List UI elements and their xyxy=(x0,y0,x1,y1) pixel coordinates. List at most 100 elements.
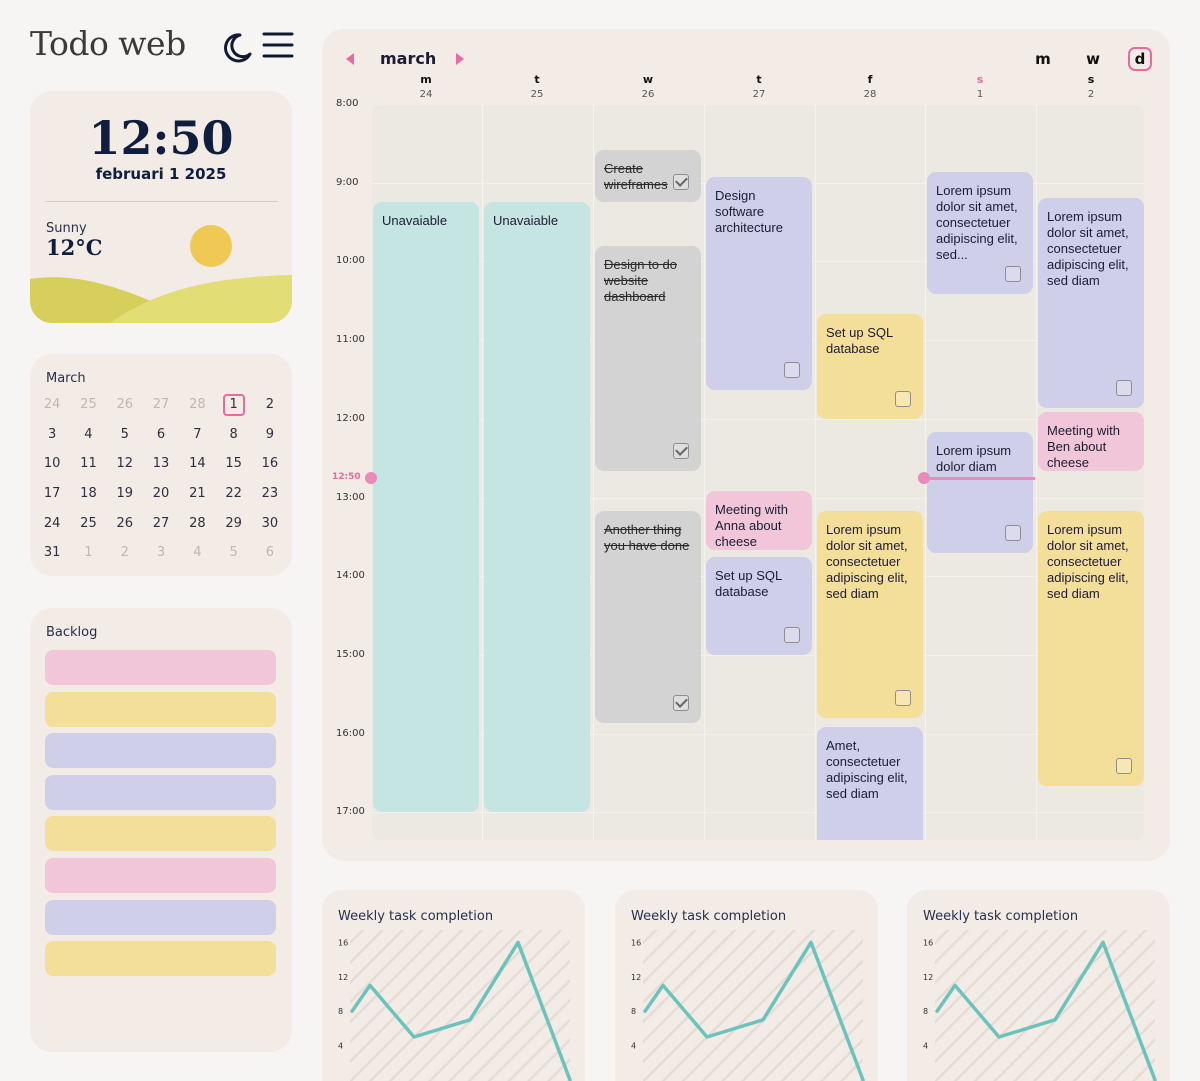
backlog-item[interactable] xyxy=(45,858,276,893)
previous-week-arrow-icon[interactable] xyxy=(346,53,354,65)
mini-calendar-day[interactable]: 26 xyxy=(107,390,143,420)
calendar-event[interactable]: Unavaiable xyxy=(373,202,479,813)
event-checkbox[interactable] xyxy=(1005,266,1021,283)
mini-calendar-day[interactable]: 8 xyxy=(215,420,251,450)
hills-illustration xyxy=(30,275,292,323)
mini-calendar-day[interactable]: 29 xyxy=(215,508,251,538)
backlog-item[interactable] xyxy=(45,691,276,727)
mini-calendar-day[interactable]: 21 xyxy=(179,479,215,509)
mini-calendar-day[interactable]: 5 xyxy=(107,420,143,450)
calendar-event[interactable]: Lorem ipsum dolor diam xyxy=(927,431,1033,553)
mini-calendar-day[interactable]: 1 xyxy=(70,538,106,568)
column-separator xyxy=(1036,105,1037,840)
mini-calendar-day[interactable]: 16 xyxy=(252,449,288,479)
backlog-item[interactable] xyxy=(45,816,276,852)
mini-calendar-day[interactable]: 4 xyxy=(179,538,215,568)
mini-calendar-day[interactable]: 30 xyxy=(252,508,288,538)
mini-calendar-day[interactable]: 2 xyxy=(107,538,143,568)
mini-calendar-day[interactable]: 17 xyxy=(34,479,70,509)
backlog-item[interactable] xyxy=(45,774,276,810)
calendar-event[interactable]: Set up SQL database xyxy=(817,313,923,419)
time-label: 10:00 xyxy=(336,255,365,267)
mini-calendar-day[interactable]: 24 xyxy=(34,508,70,538)
mini-calendar-day[interactable]: 28 xyxy=(179,390,215,420)
backlog-item[interactable] xyxy=(45,899,276,935)
calendar-event[interactable]: Another thing you have done xyxy=(595,510,701,724)
calendar-event[interactable]: Lorem ipsum dolor sit amet, consectetuer… xyxy=(1038,198,1144,409)
chart-plot-area xyxy=(350,930,570,1081)
mini-calendar-day[interactable]: 9 xyxy=(252,420,288,450)
column-separator xyxy=(815,105,816,840)
event-checkbox-checked[interactable] xyxy=(673,695,689,712)
mini-calendar-day[interactable]: 18 xyxy=(70,479,106,509)
calendar-event[interactable]: Amet, consectetuer adipiscing elit, sed … xyxy=(817,727,923,840)
mini-calendar-day[interactable]: 10 xyxy=(34,449,70,479)
mini-calendar-day[interactable]: 25 xyxy=(70,390,106,420)
mini-calendar-month: March xyxy=(46,371,86,386)
mini-calendar-day[interactable]: 2 xyxy=(252,390,288,420)
backlog-item[interactable] xyxy=(45,733,276,769)
calendar-event[interactable]: Design software architecture xyxy=(706,177,812,390)
calendar-event[interactable]: Meeting with Ben about cheese xyxy=(1038,412,1144,472)
calendar-event[interactable]: Create wireframes xyxy=(595,149,701,203)
mini-calendar-day[interactable]: 13 xyxy=(143,449,179,479)
mini-calendar-day[interactable]: 3 xyxy=(34,420,70,450)
hamburger-menu-icon[interactable] xyxy=(262,30,294,62)
mini-calendar-day-number: 5 xyxy=(120,426,129,442)
mini-calendar-day[interactable]: 14 xyxy=(179,449,215,479)
mini-calendar-day[interactable]: 15 xyxy=(215,449,251,479)
mini-calendar-day[interactable]: 4 xyxy=(70,420,106,450)
mini-calendar-day[interactable]: 6 xyxy=(252,538,288,568)
event-checkbox[interactable] xyxy=(784,361,800,378)
chart-y-tick-label: 4 xyxy=(631,1042,636,1051)
calendar-event[interactable]: Lorem ipsum dolor sit amet, consectetuer… xyxy=(1038,510,1144,787)
event-checkbox[interactable] xyxy=(1116,380,1132,397)
calendar-event[interactable]: Lorem ipsum dolor sit amet, consectetuer… xyxy=(927,172,1033,295)
day-header-letter: m xyxy=(420,73,432,86)
mini-calendar-day-number: 12 xyxy=(116,456,134,472)
event-checkbox-checked[interactable] xyxy=(673,174,689,191)
mini-calendar-day[interactable]: 7 xyxy=(179,420,215,450)
event-checkbox-checked[interactable] xyxy=(673,443,689,460)
chart-y-tick-label: 8 xyxy=(631,1007,636,1016)
mini-calendar-day[interactable]: 26 xyxy=(107,508,143,538)
mini-calendar-day[interactable]: 28 xyxy=(179,508,215,538)
event-title: Meeting with Ben about cheese xyxy=(1047,423,1120,471)
mini-calendar-day[interactable]: 27 xyxy=(143,390,179,420)
mini-calendar-day[interactable]: 31 xyxy=(34,538,70,568)
event-checkbox[interactable] xyxy=(784,626,800,643)
mini-calendar-today[interactable]: 1 xyxy=(215,390,251,420)
view-week-button[interactable]: w xyxy=(1086,50,1100,68)
backlog-item[interactable] xyxy=(45,941,276,977)
calendar-event[interactable]: Lorem ipsum dolor sit amet, consectetuer… xyxy=(817,510,923,718)
calendar-event[interactable]: Meeting with Anna about cheese xyxy=(706,490,812,550)
mini-calendar-day[interactable]: 27 xyxy=(143,508,179,538)
mini-calendar-day[interactable]: 6 xyxy=(143,420,179,450)
mini-calendar-day[interactable]: 12 xyxy=(107,449,143,479)
backlog-item[interactable] xyxy=(45,650,276,685)
mini-calendar-day[interactable]: 19 xyxy=(107,479,143,509)
mini-calendar-day[interactable]: 3 xyxy=(143,538,179,568)
time-label: 8:00 xyxy=(336,98,359,109)
next-week-arrow-icon[interactable] xyxy=(456,53,464,65)
mini-calendar-day[interactable]: 24 xyxy=(34,390,70,420)
event-checkbox[interactable] xyxy=(1005,524,1021,541)
mini-calendar-day[interactable]: 25 xyxy=(70,508,106,538)
mini-calendar-day[interactable]: 11 xyxy=(70,449,106,479)
mini-calendar-day[interactable]: 22 xyxy=(215,479,251,509)
calendar-event[interactable]: Set up SQL database xyxy=(706,556,812,655)
weekly-completion-chart-card: 4 8 12 16 Weekly task completion xyxy=(615,890,878,1081)
calendar-event[interactable]: Unavaiable xyxy=(484,202,590,813)
mini-calendar-day[interactable]: 5 xyxy=(215,538,251,568)
event-checkbox[interactable] xyxy=(895,390,911,407)
mini-calendar-day[interactable]: 23 xyxy=(252,479,288,509)
dark-mode-moon-icon[interactable] xyxy=(220,30,254,64)
calendar-event[interactable]: Design to do website dashboard xyxy=(595,245,701,472)
mini-calendar-day-number: 4 xyxy=(84,426,93,442)
mini-calendar-day[interactable]: 20 xyxy=(143,479,179,509)
view-day-button[interactable]: d xyxy=(1128,47,1152,71)
event-checkbox[interactable] xyxy=(1116,758,1132,775)
day-header-letter: s xyxy=(976,73,984,86)
event-checkbox[interactable] xyxy=(895,689,911,706)
view-month-button[interactable]: m xyxy=(1035,50,1051,68)
